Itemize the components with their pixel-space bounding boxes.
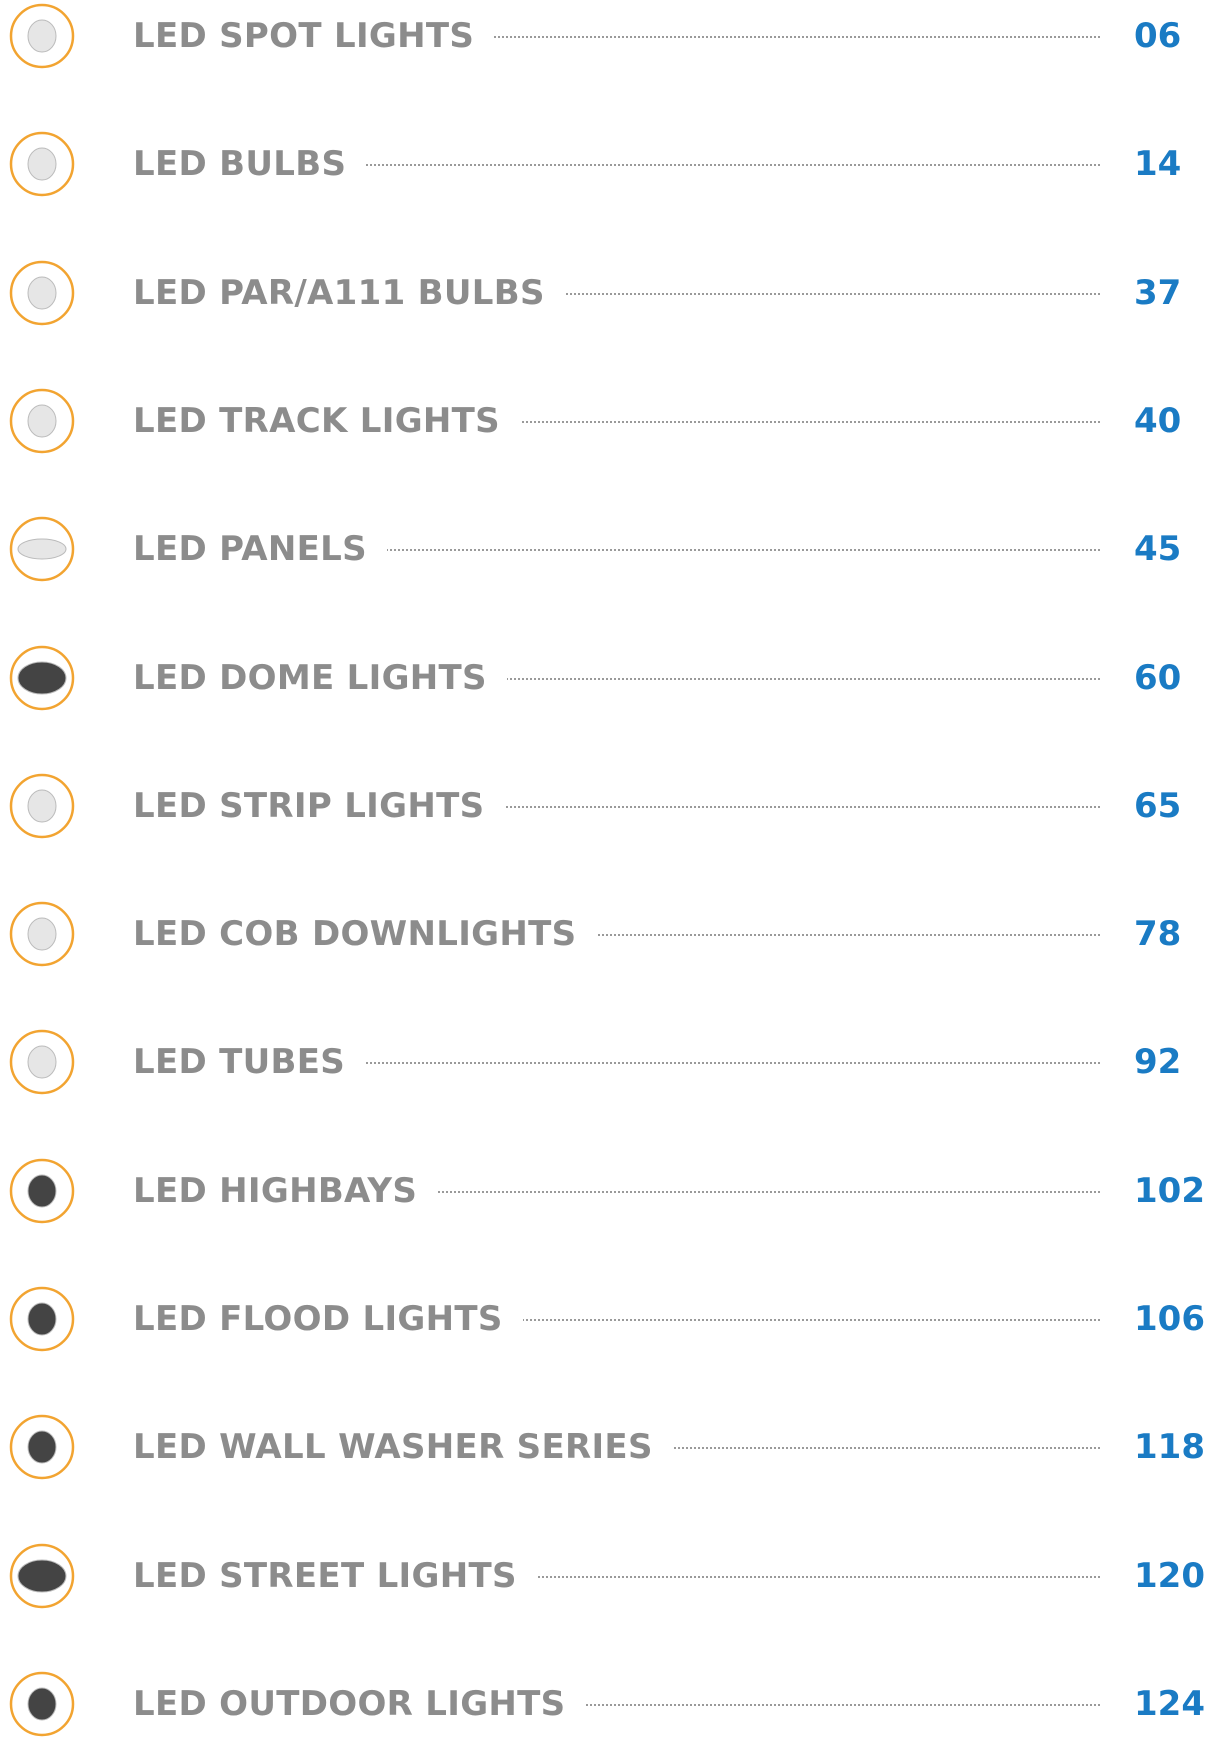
- entry-title: LED TRACK LIGHTS: [133, 383, 520, 459]
- entry-title: LED HIGHBAYS: [133, 1153, 437, 1229]
- toc-entry: LED STREET LIGHTS 120: [0, 1538, 1213, 1614]
- product-icon: [8, 130, 76, 198]
- toc-entry: LED COB DOWNLIGHTS 78: [0, 896, 1213, 972]
- page-number: 06: [1134, 0, 1181, 74]
- toc-entry: LED PAR/A111 BULBS 37: [0, 255, 1213, 331]
- icon-product: [28, 1303, 56, 1335]
- product-icon: [8, 900, 76, 968]
- toc-entry: LED DOME LIGHTS 60: [0, 640, 1213, 716]
- entry-title: LED SPOT LIGHTS: [133, 0, 494, 74]
- page-number: 40: [1134, 383, 1181, 459]
- icon-product: [28, 405, 56, 437]
- toc-entry: LED FLOOD LIGHTS 106: [0, 1281, 1213, 1357]
- toc-entry: LED TUBES 92: [0, 1024, 1213, 1100]
- product-icon: [8, 1413, 76, 1481]
- icon-product: [28, 1688, 56, 1720]
- product-icon: [8, 1028, 76, 1096]
- entry-title: LED PAR/A111 BULBS: [133, 255, 565, 331]
- product-icon: [8, 2, 76, 70]
- icon-product: [28, 790, 56, 822]
- page-number: 45: [1134, 511, 1181, 587]
- toc-entry: LED OUTDOOR LIGHTS 124: [0, 1666, 1213, 1742]
- icon-product: [28, 1175, 56, 1207]
- toc-entry: LED BULBS 14: [0, 126, 1213, 202]
- product-icon: [8, 515, 76, 583]
- icon-product: [28, 1046, 56, 1078]
- toc-entry: LED PANELS 45: [0, 511, 1213, 587]
- entry-title: LED FLOOD LIGHTS: [133, 1281, 523, 1357]
- icon-product: [28, 1431, 56, 1463]
- product-icon: [8, 259, 76, 327]
- product-icon: [8, 1542, 76, 1610]
- page-number: 60: [1134, 640, 1181, 716]
- product-icon: [8, 387, 76, 455]
- icon-product: [28, 918, 56, 950]
- entry-title: LED STREET LIGHTS: [133, 1538, 537, 1614]
- icon-product: [18, 1560, 66, 1592]
- product-icon: [8, 1285, 76, 1353]
- page-number: 92: [1134, 1024, 1181, 1100]
- entry-title: LED DOME LIGHTS: [133, 640, 507, 716]
- entry-title: LED OUTDOOR LIGHTS: [133, 1666, 585, 1742]
- icon-product: [28, 20, 56, 52]
- page-number: 120: [1134, 1538, 1205, 1614]
- entry-title: LED WALL WASHER SERIES: [133, 1409, 673, 1485]
- toc-entry: LED WALL WASHER SERIES 118: [0, 1409, 1213, 1485]
- icon-product: [28, 277, 56, 309]
- page-number: 78: [1134, 896, 1181, 972]
- page-number: 102: [1134, 1153, 1205, 1229]
- entry-title: LED PANELS: [133, 511, 387, 587]
- product-icon: [8, 1670, 76, 1738]
- icon-product: [18, 539, 66, 559]
- entry-title: LED TUBES: [133, 1024, 365, 1100]
- entry-title: LED BULBS: [133, 126, 366, 202]
- product-icon: [8, 644, 76, 712]
- toc-entry: LED STRIP LIGHTS 65: [0, 768, 1213, 844]
- entry-title: LED COB DOWNLIGHTS: [133, 896, 596, 972]
- product-icon: [8, 772, 76, 840]
- page-number: 106: [1134, 1281, 1205, 1357]
- product-icon: [8, 1157, 76, 1225]
- page-number: 14: [1134, 126, 1181, 202]
- page-number: 37: [1134, 255, 1181, 331]
- toc-entry: LED HIGHBAYS 102: [0, 1153, 1213, 1229]
- toc-entry: LED TRACK LIGHTS 40: [0, 383, 1213, 459]
- toc-entry: LED SPOT LIGHTS 06: [0, 0, 1213, 74]
- icon-product: [28, 148, 56, 180]
- toc-page: LED SPOT LIGHTS 06 LED BULBS 14 LED PAR/A111…: [0, 0, 1213, 1730]
- page-number: 118: [1134, 1409, 1205, 1485]
- page-number: 124: [1134, 1666, 1205, 1742]
- icon-product: [18, 662, 66, 694]
- entry-title: LED STRIP LIGHTS: [133, 768, 504, 844]
- page-number: 65: [1134, 768, 1181, 844]
